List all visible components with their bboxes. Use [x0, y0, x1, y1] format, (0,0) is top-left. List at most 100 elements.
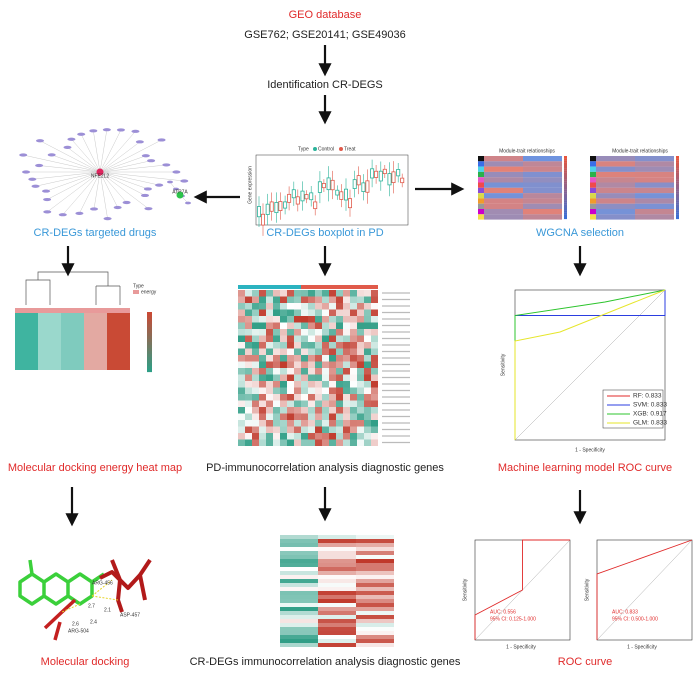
heat-cell	[308, 420, 315, 427]
box	[356, 175, 361, 186]
source-label: GEO database	[289, 9, 362, 21]
edge	[99, 155, 146, 173]
heat-cell	[266, 439, 273, 446]
heat-cell	[280, 381, 287, 388]
heat-cell	[266, 433, 273, 440]
heat-cell	[336, 322, 343, 329]
heat-cell	[238, 355, 245, 362]
edge	[99, 141, 140, 173]
heat-cell	[273, 303, 280, 310]
colorbar	[564, 162, 567, 165]
heat-cell	[357, 322, 364, 329]
heat-cell	[273, 413, 280, 420]
heat-cell	[280, 599, 318, 603]
heat-cell	[238, 296, 245, 303]
annotation-bar	[259, 285, 266, 289]
heat-cell	[596, 214, 635, 220]
node	[67, 137, 76, 141]
heat-cell	[287, 381, 294, 388]
heat-cell	[287, 290, 294, 297]
edge	[99, 129, 108, 173]
heat-cell	[287, 335, 294, 342]
heat-cell	[308, 309, 315, 316]
colorbar	[147, 354, 152, 358]
heat-cell	[523, 209, 562, 215]
step-label: Identification CR-DEGS	[267, 79, 383, 91]
legend-title: Type	[133, 283, 144, 289]
heat-cell	[38, 313, 61, 370]
heat-cell	[315, 400, 322, 407]
heat-cell	[252, 335, 259, 342]
panel-graphics	[15, 128, 693, 647]
heat-cell	[635, 198, 674, 204]
edge	[47, 171, 101, 213]
heat-cell	[484, 193, 523, 199]
heat-cell	[356, 599, 394, 603]
edge	[99, 164, 167, 173]
heat-cell	[294, 309, 301, 316]
heat-cell	[371, 381, 378, 388]
module-color	[590, 193, 596, 199]
heat-cell	[266, 374, 273, 381]
heat-cell	[308, 394, 315, 401]
heat-cell	[238, 368, 245, 375]
heat-cell	[350, 322, 357, 329]
box	[391, 171, 396, 184]
heat-cell	[238, 335, 245, 342]
heat-cell	[635, 177, 674, 183]
heat-cell	[245, 387, 252, 394]
box	[313, 201, 318, 210]
colorbar	[564, 212, 567, 215]
node	[155, 183, 164, 187]
heat-cell	[245, 426, 252, 433]
heat-cell	[371, 329, 378, 336]
heat-cell	[356, 563, 394, 567]
heat-cell	[287, 316, 294, 323]
heat-cell	[252, 400, 259, 407]
colorbar	[147, 357, 152, 361]
heat-cell	[315, 374, 322, 381]
heat-cell	[287, 348, 294, 355]
box	[361, 182, 366, 192]
heat-cell	[371, 322, 378, 329]
module-color	[590, 166, 596, 172]
heat-cell	[301, 433, 308, 440]
heat-cell	[287, 329, 294, 336]
ci-label: 95% CI: 0.125-1.000	[490, 616, 536, 622]
heat-cell	[252, 368, 259, 375]
heat-cell	[266, 387, 273, 394]
module-color	[478, 187, 484, 194]
heat-cell	[245, 374, 252, 381]
annotation-bar	[301, 285, 308, 289]
heat-cell	[329, 342, 336, 349]
colorbar	[147, 351, 152, 355]
heat-cell	[245, 433, 252, 440]
heat-cell	[287, 355, 294, 362]
colorbar	[676, 195, 679, 199]
heat-cell	[301, 368, 308, 375]
heat-cell	[329, 439, 336, 446]
heat-cell	[315, 426, 322, 433]
colorbar	[564, 185, 567, 188]
heat-cell	[308, 348, 315, 355]
distance-label: 2.7	[88, 603, 95, 609]
box	[396, 169, 401, 177]
heat-cell	[635, 156, 674, 162]
heat-cell	[350, 296, 357, 303]
heat-cell	[336, 413, 343, 420]
heat-cell	[273, 381, 280, 388]
heat-cell	[252, 355, 259, 362]
box	[378, 170, 383, 182]
heat-cell	[343, 413, 350, 420]
box	[274, 202, 279, 214]
heat-cell	[280, 342, 287, 349]
colorbar	[147, 363, 152, 367]
colorbar	[676, 191, 679, 194]
heat-cell	[318, 607, 356, 611]
heat-cell	[318, 551, 356, 555]
heat-cell	[336, 400, 343, 407]
heat-cell	[336, 335, 343, 342]
heat-cell	[318, 547, 356, 551]
colorbar	[676, 156, 679, 159]
heat-cell	[322, 316, 329, 323]
